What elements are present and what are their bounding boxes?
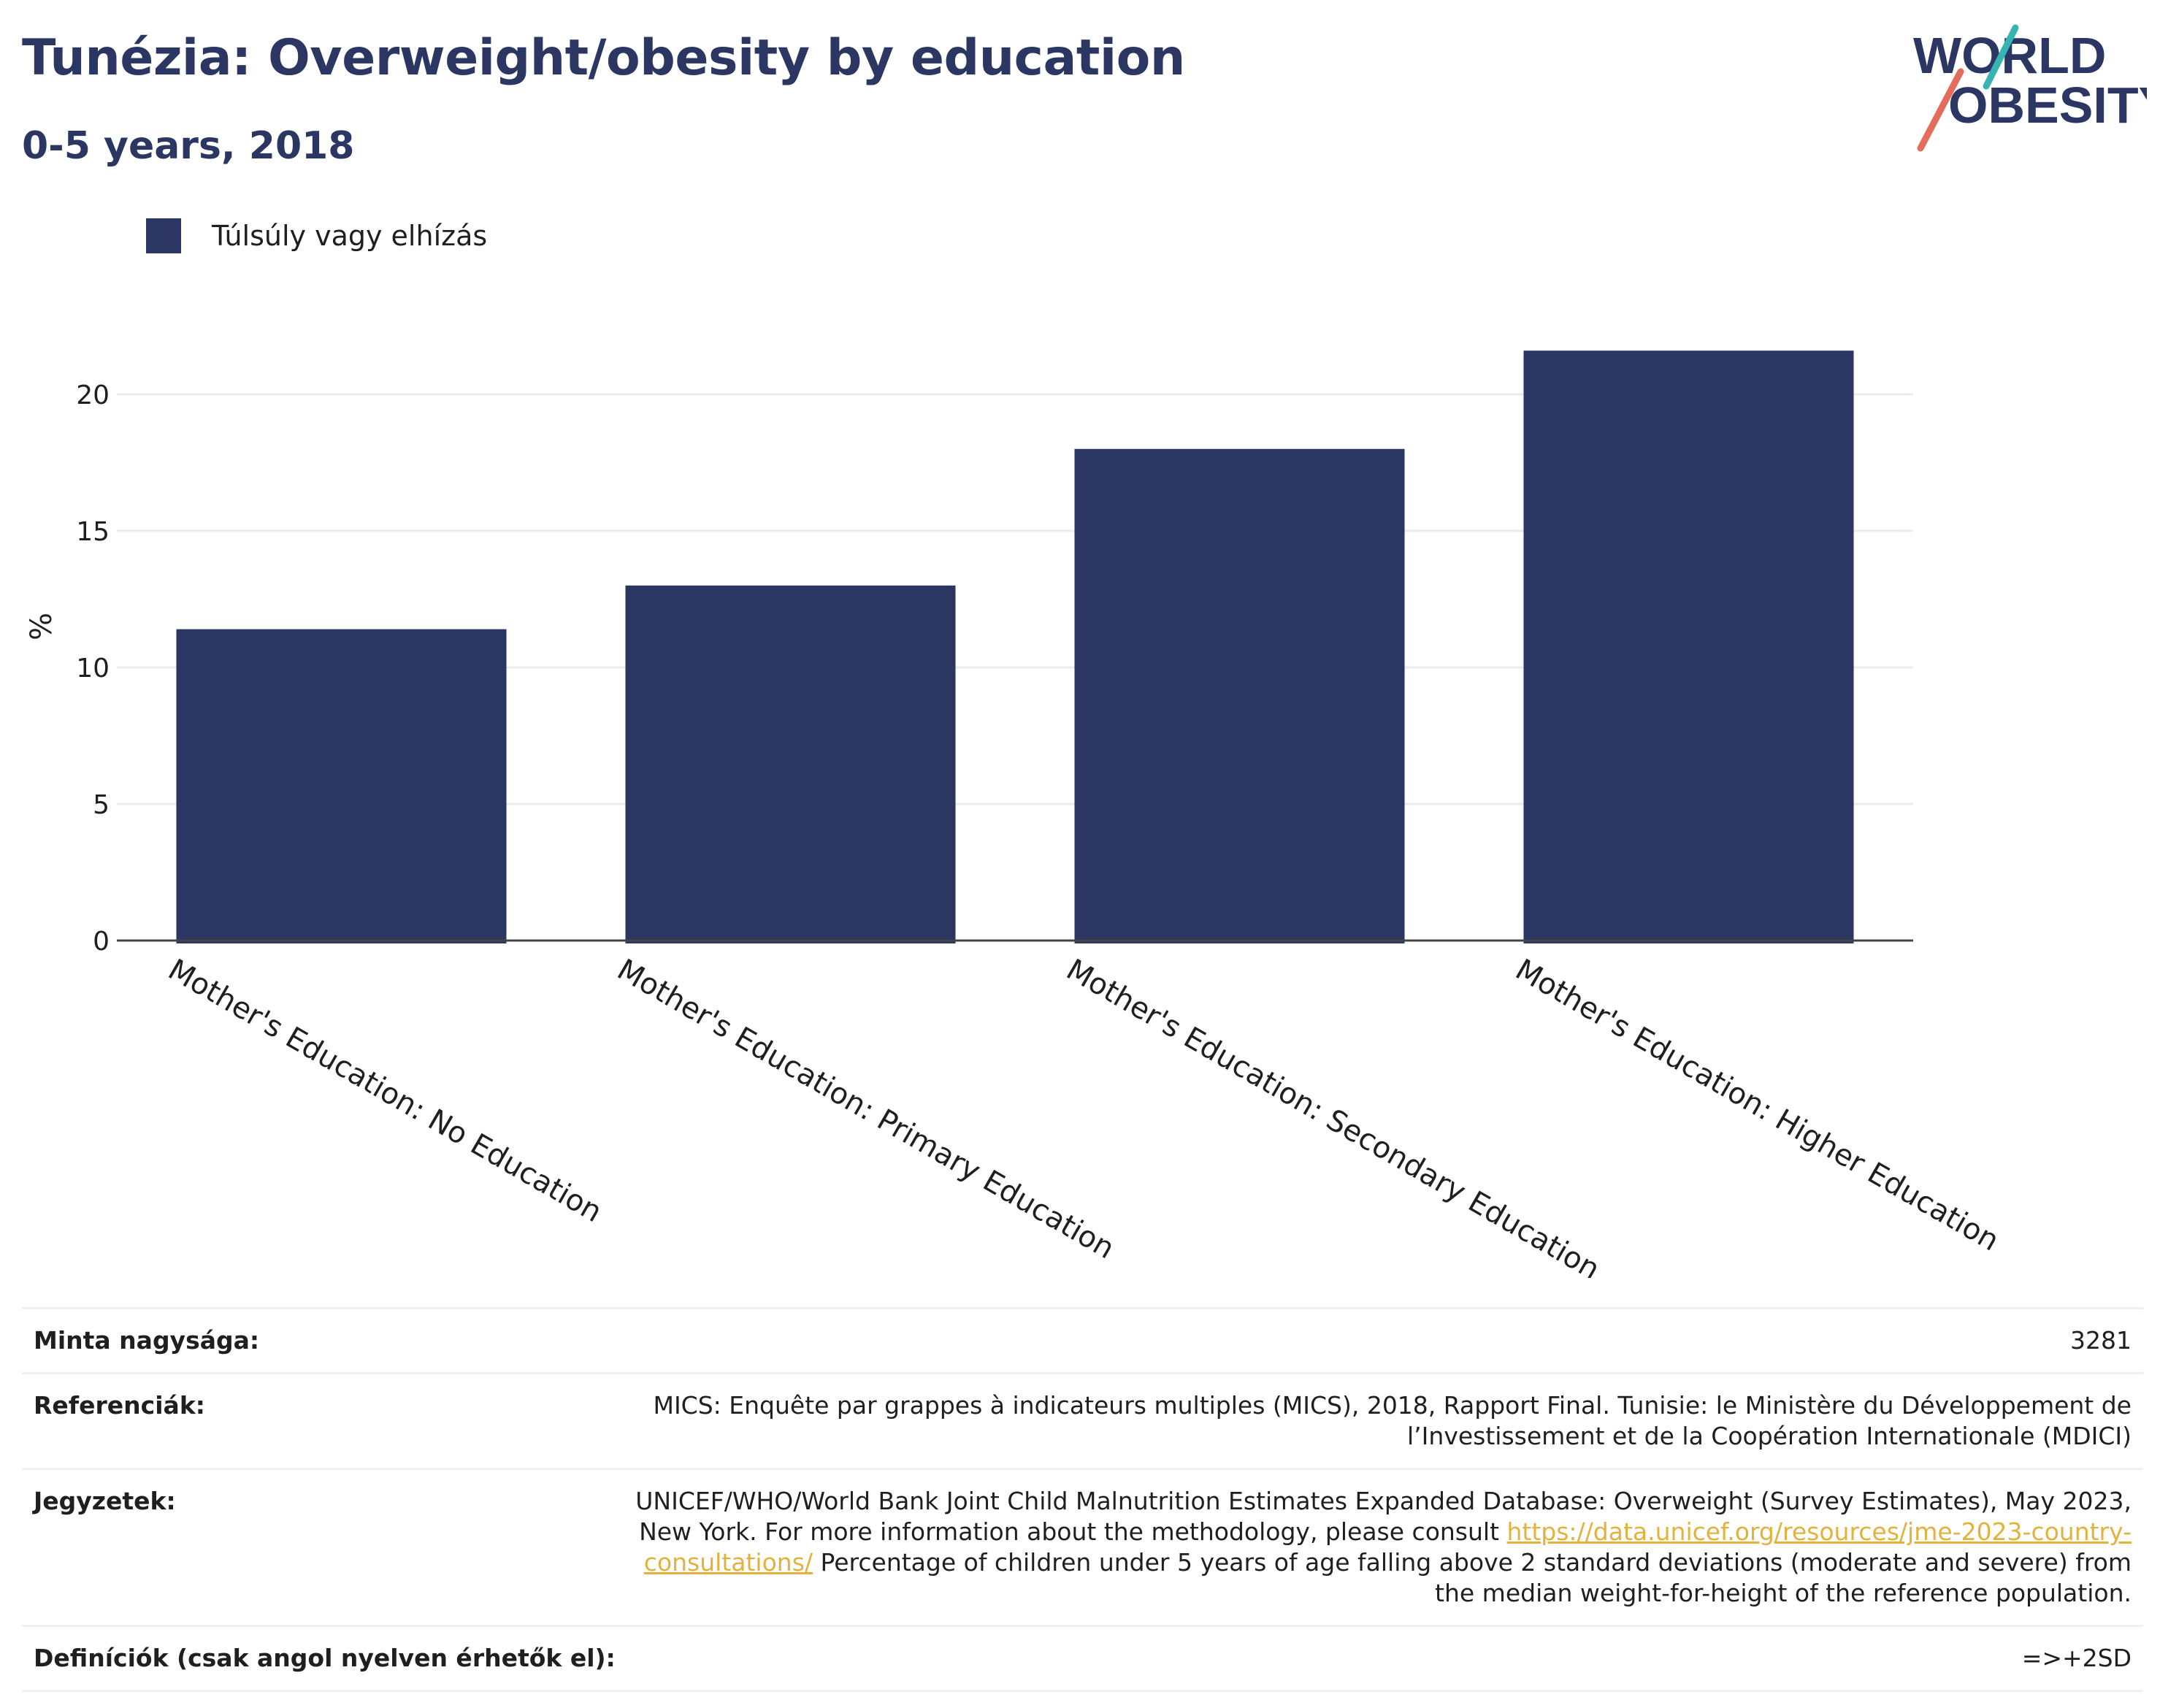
y-tick-label: 10 <box>76 654 110 683</box>
world-obesity-logo: WORLD OBESITY <box>1913 24 2147 152</box>
logo-slash-coral <box>1917 68 1964 152</box>
references-label: Referenciák: <box>34 1391 205 1420</box>
x-tick-label: Mother's Education: Primary Education <box>612 953 1120 1266</box>
bar <box>1074 448 1405 943</box>
y-tick-label: 0 <box>93 927 110 957</box>
y-axis-label: % <box>25 613 58 640</box>
page-subtitle: 0-5 years, 2018 <box>22 124 355 168</box>
references-value: MICS: Enquête par grappes à indicateurs … <box>653 1391 2132 1450</box>
page-title: Tunézia: Overweight/obesity by education <box>22 29 1185 87</box>
sample-size-value: 3281 <box>2070 1326 2132 1355</box>
definitions-label: Definíciók (csak angol nyelven érhetők e… <box>34 1644 616 1672</box>
logo-text-obesity: OBESITY <box>1948 77 2147 134</box>
footer-row-notes: Jegyzetek: UNICEF/WHO/World Bank Joint C… <box>22 1468 2143 1625</box>
y-tick-label: 15 <box>76 517 110 547</box>
logo-slash-teal <box>1983 24 2019 90</box>
bar <box>176 629 507 943</box>
footer-row-sample-size: Minta nagysága: 3281 <box>22 1307 2143 1372</box>
bar-chart: 0 5 10 15 20% Mother's Education: No Educatio… <box>25 351 2005 1278</box>
x-tick-label: Mother's Education: Secondary Education <box>1061 953 1606 1278</box>
notes-text-after: Percentage of children under 5 years of … <box>813 1548 2132 1607</box>
footer-row-references: Referenciák: MICS: Enquête par grappes à… <box>22 1372 2143 1468</box>
legend-label: Túlsúly vagy elhízás <box>212 220 488 252</box>
y-tick-label: 20 <box>76 380 110 410</box>
x-tick-label: Mother's Education: Higher Education <box>1510 953 2005 1258</box>
footer-row-definitions: Definíciók (csak angol nyelven érhetők e… <box>22 1625 2143 1692</box>
x-tick-label: Mother's Education: No Education <box>163 953 608 1229</box>
sample-size-label: Minta nagysága: <box>34 1326 260 1355</box>
bar <box>625 585 956 943</box>
definitions-value: =>+2SD <box>2021 1644 2132 1672</box>
notes-text-before: UNICEF/WHO/World Bank Joint Child Malnut… <box>635 1487 2132 1546</box>
bar <box>1523 351 1854 943</box>
notes-value: UNICEF/WHO/World Bank Joint Child Malnut… <box>635 1486 2132 1609</box>
y-tick-label: 5 <box>93 790 110 820</box>
notes-link[interactable]: https://data.unicef.org/resources/jme-20… <box>643 1517 2132 1577</box>
notes-label: Jegyzetek: <box>34 1487 176 1515</box>
legend[interactable]: Túlsúly vagy elhízás <box>146 218 487 254</box>
legend-swatch <box>146 218 181 253</box>
footer-table: Minta nagysága: 3281 Referenciák: MICS: … <box>22 1307 2143 1692</box>
